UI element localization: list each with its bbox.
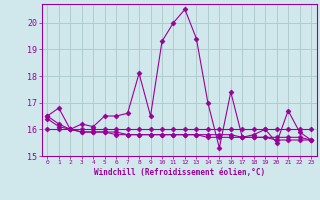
X-axis label: Windchill (Refroidissement éolien,°C): Windchill (Refroidissement éolien,°C): [94, 168, 265, 177]
